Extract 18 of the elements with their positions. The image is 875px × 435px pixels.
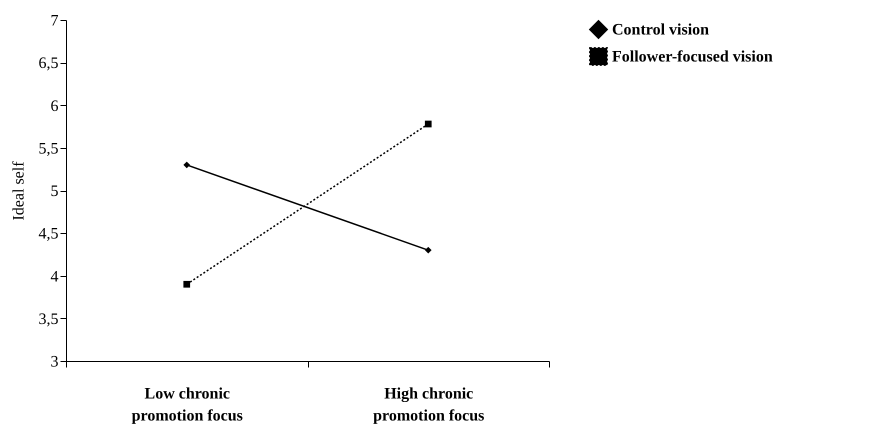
y-tick-label: 3,5 bbox=[38, 310, 58, 328]
point bbox=[424, 246, 432, 254]
point bbox=[183, 280, 190, 288]
y-tick-label: 7 bbox=[50, 12, 58, 30]
x-tick-label: Low chronic promotion focus bbox=[132, 386, 243, 424]
y-tick-label: 5,5 bbox=[38, 140, 58, 158]
y-tick-label: 4,5 bbox=[38, 226, 58, 243]
y-tick-label: 3 bbox=[50, 354, 58, 370]
x-tick-label: High chronic promotion focus bbox=[373, 386, 484, 424]
y-tick-label: 5 bbox=[50, 183, 58, 200]
y-axis-title: Ideal self bbox=[10, 160, 28, 221]
y-tick-label: 6 bbox=[50, 98, 58, 115]
y-tick-label: 6,5 bbox=[38, 55, 58, 72]
y-tick-label: 4 bbox=[50, 268, 58, 286]
point bbox=[424, 120, 432, 128]
legend-label: Follower-focused vision bbox=[612, 48, 773, 66]
point bbox=[183, 162, 190, 168]
legend-label: Control vision bbox=[612, 22, 710, 38]
